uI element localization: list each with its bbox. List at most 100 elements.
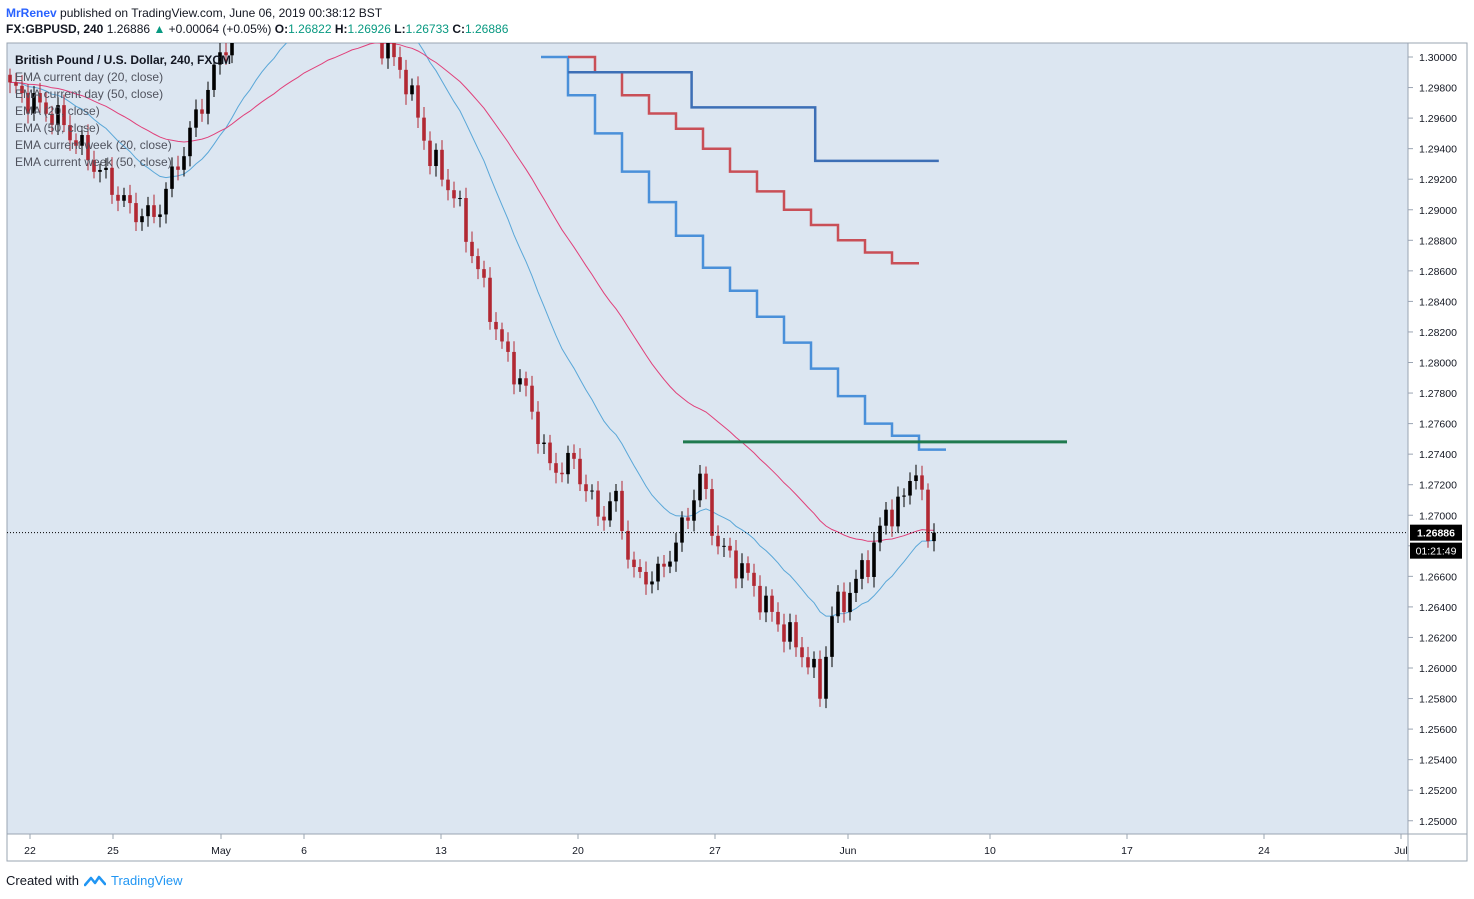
candle-body: [206, 89, 210, 114]
candle-body: [722, 545, 726, 547]
legend-item[interactable]: EMA (20, close): [15, 104, 100, 118]
candle: [914, 464, 918, 490]
candle-body: [422, 117, 426, 141]
candle-body: [890, 509, 894, 527]
candle: [782, 613, 786, 653]
candle-body: [800, 647, 804, 658]
tradingview-logo-icon: [83, 875, 106, 886]
candle: [392, 43, 396, 66]
candle: [578, 448, 582, 491]
candle: [398, 46, 402, 79]
candle-body: [116, 194, 120, 201]
candle-body: [230, 43, 234, 56]
candle: [590, 484, 594, 500]
candle-body: [788, 622, 792, 642]
candle: [866, 550, 870, 584]
candle: [770, 589, 774, 622]
candle-body: [542, 442, 546, 445]
candle-body: [686, 517, 690, 521]
candle-body: [104, 167, 108, 170]
candle: [422, 106, 426, 150]
candle: [806, 646, 810, 675]
candle-body: [122, 195, 126, 201]
candle-body: [446, 179, 450, 191]
x-tick-label: Jun: [840, 845, 857, 857]
candle: [710, 478, 714, 546]
candle-body: [902, 495, 906, 497]
candle-body: [872, 542, 876, 577]
legend-item[interactable]: EMA (50, close): [15, 121, 100, 135]
candle-body: [572, 452, 576, 459]
y-tick-label: 1.27400: [1419, 449, 1457, 461]
candle: [896, 486, 900, 533]
candle: [344, 0, 348, 2]
candle: [170, 157, 174, 198]
candle-body: [806, 657, 810, 668]
legend-item[interactable]: EMA current week (50, close): [15, 155, 172, 169]
candle: [788, 613, 792, 650]
legend-series-title[interactable]: British Pound / U.S. Dollar, 240, FXCM: [15, 53, 232, 67]
candle-body: [140, 216, 144, 223]
candle-body: [86, 135, 90, 161]
candle: [122, 187, 126, 207]
x-tick-label: May: [211, 845, 232, 857]
candle-body: [416, 85, 420, 118]
candle-body: [410, 85, 414, 95]
x-tick-label: 17: [1121, 845, 1133, 857]
candle: [680, 511, 684, 552]
author-name[interactable]: MrRenev: [6, 6, 57, 20]
candle: [92, 150, 96, 179]
candle: [716, 525, 720, 555]
y-tick-label: 1.27600: [1419, 419, 1457, 431]
candle: [842, 582, 846, 623]
candle: [434, 143, 438, 177]
candle-body: [566, 452, 570, 475]
candle: [734, 539, 738, 589]
candle-body: [908, 481, 912, 496]
y-tick-label: 1.26000: [1419, 663, 1457, 675]
candle-body: [50, 113, 54, 125]
candle-body: [776, 611, 780, 625]
publish-text: published on TradingView.com, June 06, 2…: [60, 6, 383, 20]
candle-body: [128, 195, 132, 204]
candle: [416, 76, 420, 128]
y-tick-label: 1.30000: [1419, 52, 1457, 64]
candle-body: [854, 578, 858, 593]
candle-body: [404, 69, 408, 95]
close-value: 1.26886: [464, 22, 509, 36]
candle-body: [896, 496, 900, 527]
candle: [488, 267, 492, 330]
week-ema20-step-line: [541, 55, 946, 451]
y-tick-label: 1.29600: [1419, 113, 1457, 125]
candle-body: [398, 57, 402, 70]
plot-area[interactable]: [7, 43, 1408, 834]
candle: [890, 499, 894, 537]
candle-body: [662, 563, 666, 567]
candle: [740, 553, 744, 589]
candle: [728, 537, 732, 558]
price-badge-text: 1.26886: [1417, 528, 1455, 540]
legend-item[interactable]: EMA current week (20, close): [15, 138, 172, 152]
candle: [98, 163, 102, 183]
y-tick-label: 1.28400: [1419, 296, 1457, 308]
candle-body: [182, 156, 186, 170]
legend-item[interactable]: EMA current day (50, close): [15, 87, 164, 101]
close-label: C:: [452, 22, 465, 36]
y-tick-label: 1.26200: [1419, 632, 1457, 644]
y-tick-label: 1.29400: [1419, 144, 1457, 156]
candle: [428, 131, 432, 175]
candle-body: [506, 341, 510, 352]
candle-body: [56, 105, 60, 125]
candle: [884, 502, 888, 535]
candle-body: [188, 127, 192, 157]
candle-body: [170, 166, 174, 189]
candle-body: [386, 43, 390, 59]
candle-body: [860, 560, 864, 579]
candle-body: [194, 109, 198, 128]
candle-body: [38, 93, 42, 103]
candle: [26, 84, 30, 124]
tradingview-brand[interactable]: TradingView: [110, 873, 183, 888]
candle-body: [14, 82, 18, 86]
legend-item[interactable]: EMA current day (20, close): [15, 70, 164, 84]
